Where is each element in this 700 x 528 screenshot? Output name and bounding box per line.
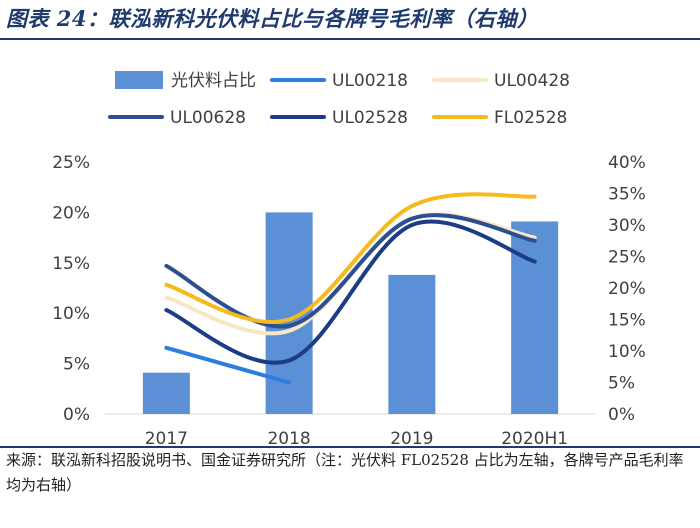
right-axis-tick-label: 20% [608, 279, 646, 299]
legend-label: FL02528 [494, 108, 567, 128]
right-axis-tick-label: 10% [608, 342, 646, 362]
line-UL00218 [164, 345, 292, 385]
left-axis-tick-label: 0% [63, 405, 90, 425]
legend-label: UL02528 [332, 108, 408, 128]
bar-2019 [388, 274, 436, 414]
line-UL00628 [164, 213, 537, 329]
right-axis-tick-label: 30% [608, 216, 646, 236]
line-FL02528 [164, 192, 537, 324]
x-axis-tick-label: 2018 [267, 429, 310, 448]
x-axis-tick-label: 2020H1 [501, 429, 568, 448]
right-axis-tick-label: 5% [608, 374, 635, 394]
right-axis-tick-label: 35% [608, 185, 646, 205]
source-note: 来源：联泓新科招股说明书、国金证券研究所（注：光伏料 FL02528 占比为左轴… [6, 451, 684, 494]
line-UL02528 [164, 219, 537, 365]
chart-axes: 0% 5% 10% 15% 20% 25% 0% 5% 10% 15% 20% 25% 30% 35% 40… [52, 153, 646, 448]
legend-label: UL00218 [332, 71, 408, 91]
left-axis-tick-label: 10% [52, 304, 90, 324]
right-axis-tick-label: 0% [608, 405, 635, 425]
bar-2020H1 [511, 221, 559, 414]
bar-series [142, 212, 559, 414]
x-axis-tick-label: 2019 [390, 429, 433, 448]
x-axis-tick-label: 2017 [145, 429, 188, 448]
line-series [164, 192, 537, 385]
figure-title: 图表 24：联泓新科光伏料占比与各牌号毛利率（右轴） [6, 6, 539, 31]
left-axis-tick-label: 25% [52, 153, 90, 173]
left-axis-tick-label: 5% [63, 355, 90, 375]
right-axis-tick-label: 25% [608, 248, 646, 268]
left-axis-tick-label: 15% [52, 254, 90, 274]
legend-label: 光伏料占比 [171, 71, 256, 91]
bar-2017 [142, 372, 190, 414]
left-axis-tick-label: 20% [52, 203, 90, 223]
right-axis-tick-label: 40% [608, 153, 646, 173]
chart-legend: 光伏料占比 UL00218 UL00428 UL00628 UL02528 FL02528 [108, 71, 570, 128]
legend-swatch-光伏料占比 [115, 71, 163, 89]
source-divider [0, 446, 700, 448]
legend-label: UL00428 [494, 71, 570, 91]
legend-label: UL00628 [170, 108, 246, 128]
right-axis-tick-label: 15% [608, 311, 646, 331]
title-divider [0, 38, 700, 40]
combo-chart: 光伏料占比 UL00218 UL00428 UL00628 UL02528 FL02528… [52, 71, 646, 448]
